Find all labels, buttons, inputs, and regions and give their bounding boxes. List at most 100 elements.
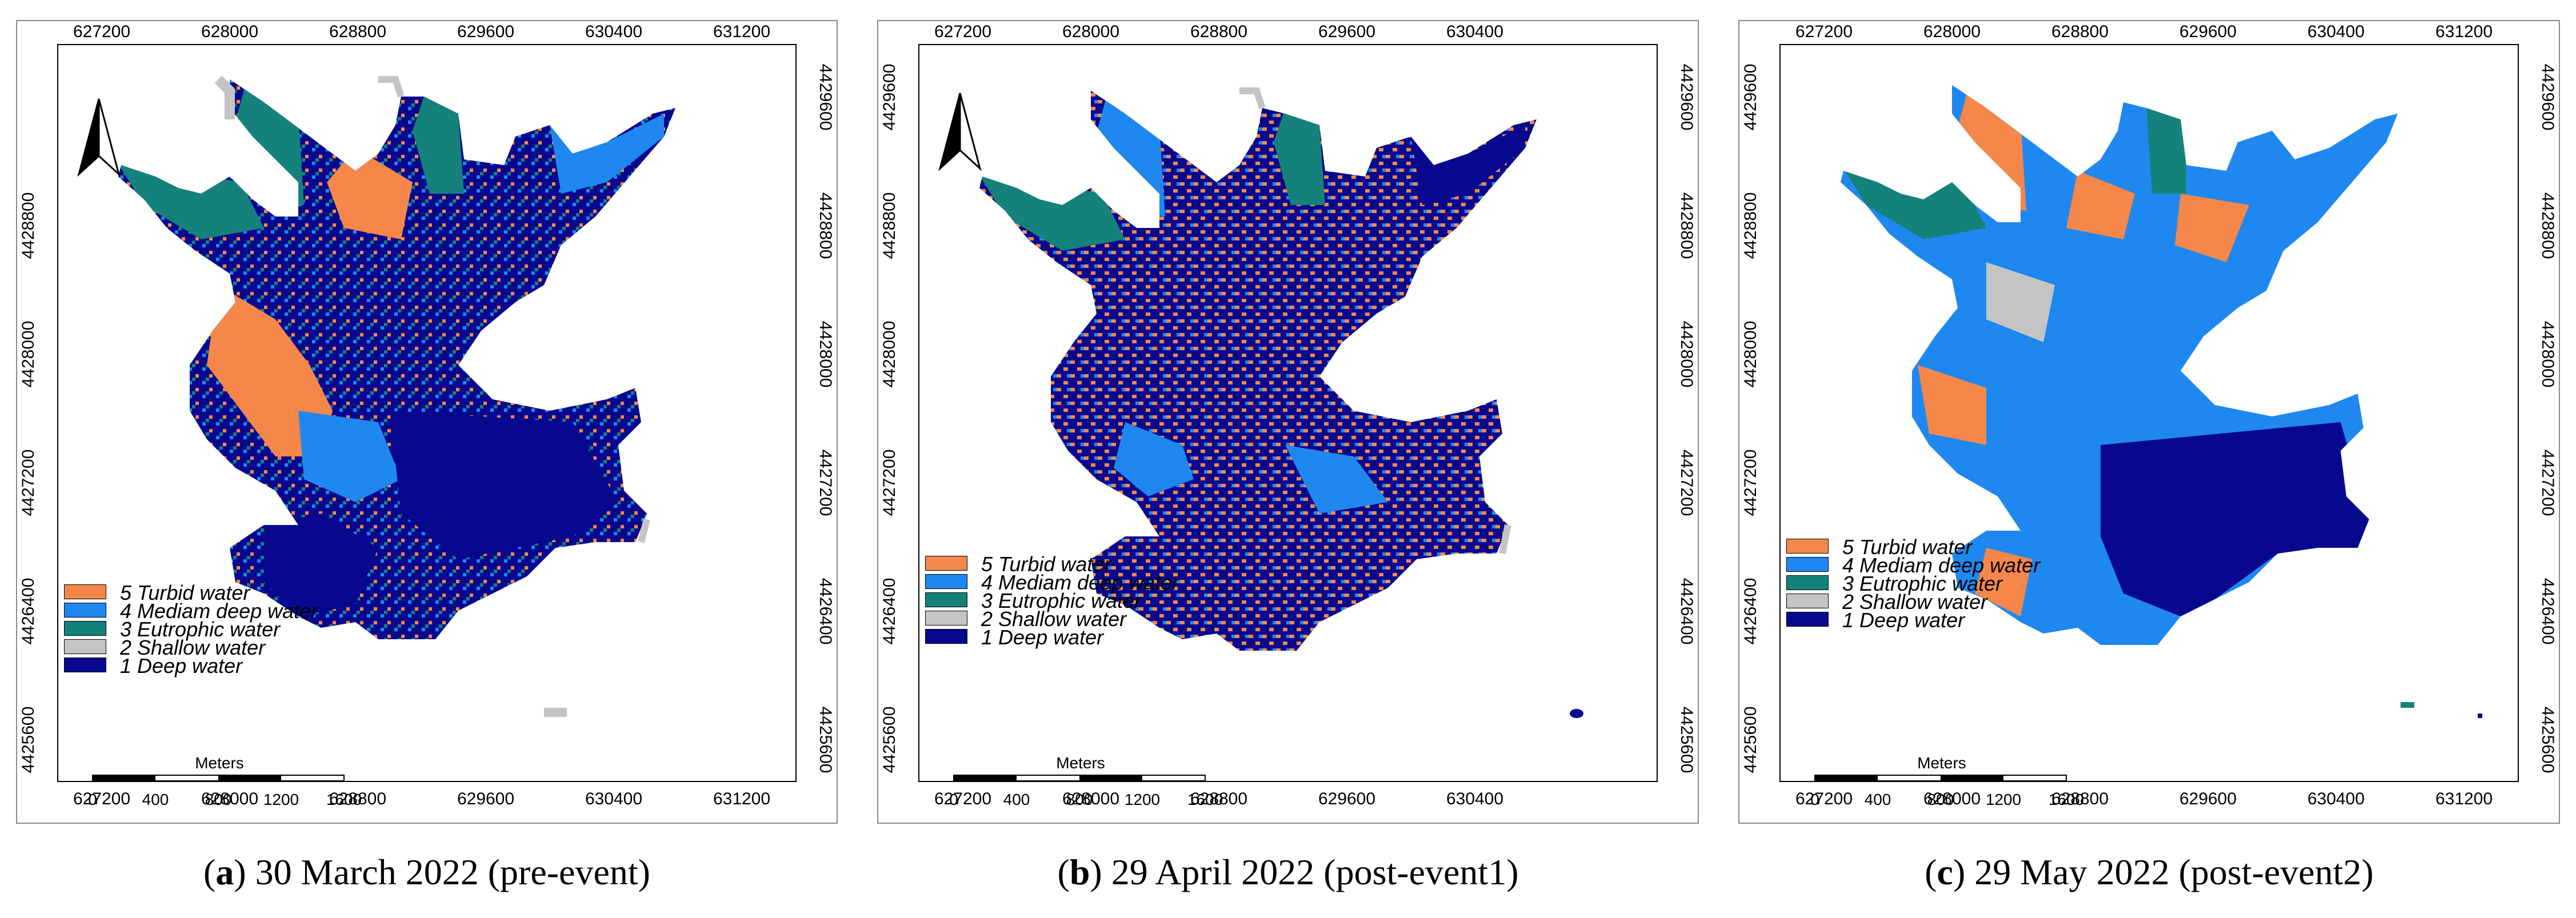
x-tick-label: 630400 bbox=[585, 789, 643, 808]
y-tick-label: 4427200 bbox=[1741, 449, 1760, 516]
map-panel-b: 5 Turbid water 4 Mediam deep water 3 Eut… bbox=[877, 20, 1699, 824]
y-tick-label: 4426400 bbox=[19, 578, 38, 645]
y-tick-label: 4426400 bbox=[1677, 578, 1696, 645]
scale-label: 1600 bbox=[1187, 791, 1223, 808]
legend-swatch-deep bbox=[64, 658, 106, 672]
north-arrow-icon bbox=[77, 97, 121, 177]
scale-bar-title: Meters bbox=[195, 754, 244, 772]
scale-label: 1600 bbox=[326, 791, 362, 808]
y-tick-label: 4429600 bbox=[816, 63, 835, 131]
legend-label: 2 Shallow water bbox=[1842, 590, 1988, 614]
x-tick-label: 628800 bbox=[2051, 789, 2109, 808]
scale-label: 400 bbox=[142, 791, 169, 808]
legend-swatch-deep bbox=[925, 629, 967, 644]
x-tick-label: 628800 bbox=[329, 789, 387, 808]
legend: 5 Turbid water 4 Mediam deep water 3 Eut… bbox=[64, 581, 361, 696]
legend-label: 2 Shallow water bbox=[120, 636, 266, 659]
legend-swatch-eutrophic bbox=[925, 592, 967, 607]
x-tick-label: 629600 bbox=[457, 789, 515, 808]
scale-label: 800 bbox=[1066, 791, 1093, 808]
legend-swatch-turbid bbox=[925, 556, 967, 571]
y-tick-label: 4428800 bbox=[816, 192, 835, 259]
scale-bar-title: Meters bbox=[1056, 754, 1105, 772]
legend: 5 Turbid water 4 Mediam deep water 3 Eut… bbox=[925, 552, 1245, 668]
caption-text: 29 April 2022 (post-event1) bbox=[1102, 852, 1519, 892]
caption-a: (a) 30 March 2022 (pre-event) bbox=[203, 852, 650, 892]
legend-label: 3 Eutrophic water bbox=[981, 589, 1142, 612]
y-tick-label: 4426400 bbox=[816, 578, 835, 645]
x-tick-label: 630400 bbox=[585, 22, 643, 41]
x-tick-label: 629600 bbox=[1318, 22, 1376, 41]
x-tick-label: 627200 bbox=[1795, 789, 1853, 808]
legend-swatch-medium-deep bbox=[1786, 557, 1829, 572]
legend-swatch-shallow bbox=[1786, 594, 1829, 608]
y-tick-label: 4429600 bbox=[880, 63, 899, 131]
legend-swatch-eutrophic bbox=[64, 621, 106, 636]
x-tick-label: 628000 bbox=[201, 22, 259, 41]
legend-label: 4 Mediam deep water bbox=[981, 571, 1179, 594]
scale-label: 800 bbox=[1927, 791, 1954, 808]
caption-letter: c bbox=[1937, 852, 1953, 892]
legend: 5 Turbid water 4 Mediam deep water 3 Eut… bbox=[1786, 535, 2106, 651]
caption-letter: a bbox=[215, 852, 234, 892]
legend-label: 3 Eutrophic water bbox=[120, 618, 281, 641]
scale-bar: Meters 0 400 800 1200 1600 bbox=[1792, 753, 2089, 822]
legend-label: 1 Deep water bbox=[1842, 608, 1965, 632]
x-tick-label: 629600 bbox=[2179, 22, 2237, 41]
scale-label: 0 bbox=[1810, 791, 1819, 808]
scale-label: 1200 bbox=[1125, 791, 1160, 808]
y-tick-label: 4428000 bbox=[1677, 320, 1696, 388]
x-tick-label: 628800 bbox=[329, 22, 387, 41]
x-tick-label: 628000 bbox=[1062, 22, 1120, 41]
x-tick-label: 629600 bbox=[457, 22, 515, 41]
x-tick-label: 629600 bbox=[2179, 789, 2237, 808]
x-tick-label: 629600 bbox=[1318, 789, 1376, 808]
y-tick-label: 4428800 bbox=[2538, 192, 2557, 259]
legend-swatch-medium-deep bbox=[925, 574, 967, 589]
legend-swatch-deep bbox=[1786, 612, 1829, 627]
x-tick-label: 628000 bbox=[1923, 22, 1981, 41]
y-tick-label: 4428000 bbox=[880, 320, 899, 388]
north-arrow-icon bbox=[938, 91, 982, 171]
legend-label: 5 Turbid water bbox=[1842, 535, 1973, 559]
x-tick-label: 628800 bbox=[1190, 22, 1248, 41]
y-tick-label: 4428000 bbox=[816, 320, 835, 388]
y-tick-label: 4428000 bbox=[19, 320, 38, 388]
y-tick-label: 4428800 bbox=[1741, 192, 1760, 259]
scale-label: 1600 bbox=[2049, 791, 2084, 808]
map-area: 5 Turbid water 4 Mediam deep water 3 Eut… bbox=[57, 44, 797, 808]
legend-swatch-shallow bbox=[925, 611, 967, 626]
x-tick-label: 627200 bbox=[73, 789, 131, 808]
reservoir-classification-map bbox=[979, 87, 1583, 718]
y-tick-label: 4428800 bbox=[880, 192, 899, 259]
y-tick-label: 4428000 bbox=[2538, 320, 2557, 388]
y-tick-label: 4429600 bbox=[2538, 63, 2557, 131]
scale-label: 400 bbox=[1865, 791, 1891, 808]
scale-label: 0 bbox=[88, 791, 97, 808]
map-panel-c: 5 Turbid water 4 Mediam deep water 3 Eut… bbox=[1738, 20, 2560, 824]
x-tick-label: 628000 bbox=[1062, 789, 1120, 808]
y-tick-label: 4426400 bbox=[880, 578, 899, 645]
scale-label: 0 bbox=[949, 791, 958, 808]
x-tick-label: 627200 bbox=[934, 22, 992, 41]
x-tick-label: 630400 bbox=[2307, 22, 2365, 41]
legend-label: 4 Mediam deep water bbox=[1842, 554, 2041, 577]
y-tick-label: 4428800 bbox=[1677, 192, 1696, 259]
scale-label: 1200 bbox=[1986, 791, 2021, 808]
scale-label: 1200 bbox=[263, 791, 299, 808]
caption-letter: b bbox=[1069, 852, 1090, 892]
map-area: 5 Turbid water 4 Mediam deep water 3 Eut… bbox=[918, 44, 1658, 808]
x-tick-label: 631200 bbox=[713, 22, 771, 41]
scale-bar: Meters 0 400 800 1200 1600 bbox=[70, 753, 367, 822]
legend-swatch-turbid bbox=[1786, 539, 1829, 554]
y-tick-label: 4426400 bbox=[2538, 578, 2557, 645]
legend-swatch-turbid bbox=[64, 584, 106, 599]
legend-label: 1 Deep water bbox=[120, 654, 243, 678]
legend-label: 4 Mediam deep water bbox=[120, 599, 318, 623]
y-tick-label: 4425600 bbox=[1677, 706, 1696, 773]
legend-label: 5 Turbid water bbox=[981, 552, 1111, 576]
caption-b: (b) 29 April 2022 (post-event1) bbox=[1057, 852, 1519, 892]
y-tick-label: 4425600 bbox=[816, 706, 835, 773]
legend-label: 5 Turbid water bbox=[120, 581, 250, 604]
y-tick-label: 4427200 bbox=[1677, 449, 1696, 516]
